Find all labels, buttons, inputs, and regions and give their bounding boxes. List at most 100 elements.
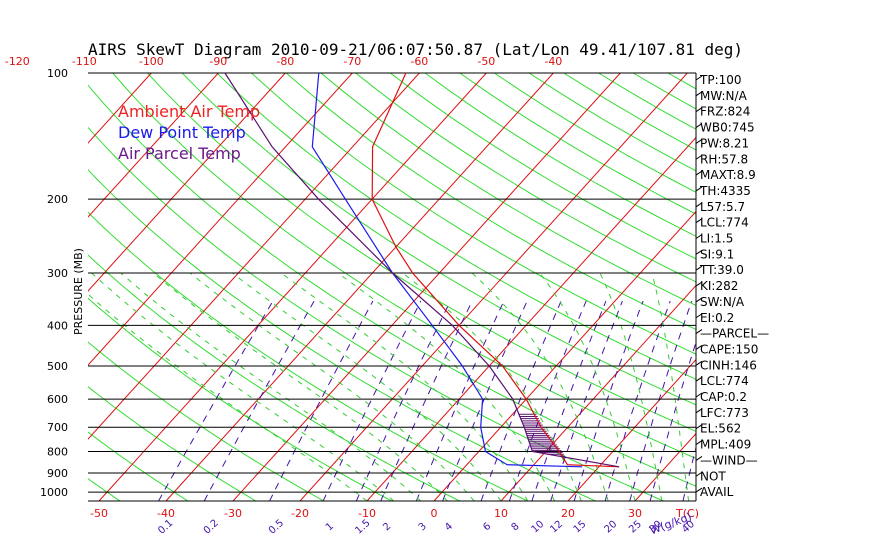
index-tick	[695, 281, 703, 287]
index-value: TH:4335	[699, 184, 751, 198]
dry-adiabat	[88, 211, 528, 501]
dry-adiabat	[112, 73, 696, 459]
dry-adiabat	[459, 73, 696, 215]
legend-item: Ambient Air Temp	[118, 102, 260, 121]
mixing-ratio-label: 0.2	[202, 518, 221, 537]
moist-adiabat	[280, 272, 529, 501]
pressure-label: 600	[47, 393, 68, 406]
bottom-temp-unit-label: T(C)	[675, 507, 699, 520]
moist-adiabat	[471, 272, 609, 501]
index-tick	[695, 313, 703, 319]
index-value: LCL:774	[700, 374, 749, 388]
bottom-temp-tick-label: -10	[358, 507, 376, 520]
dry-adiabat	[251, 73, 696, 355]
bottom-temperature-axis: -50 -40 -30 -20 -10 0 10 20 30 T(C)	[90, 507, 699, 520]
pressure-axis: 100 200 300 400 500 600 700 800 900 1000	[40, 67, 68, 499]
index-value: SW:N/A	[700, 295, 745, 309]
legend: Ambient Air Temp Dew Point Temp Air Parcel…	[118, 102, 260, 163]
index-value: MPL:409	[700, 438, 751, 452]
dry-adiabat	[88, 341, 325, 501]
index-value: LFC:773	[700, 406, 749, 420]
dry-adiabat	[355, 73, 696, 283]
isotherm	[0, 73, 17, 501]
isotherm	[769, 73, 870, 501]
dry-adiabat	[88, 386, 257, 501]
top-temp-tick-label: -90	[209, 55, 227, 68]
index-value: CAPE:150	[700, 342, 758, 356]
top-temp-tick-label: -50	[477, 55, 495, 68]
profile-dew-point-temp	[311, 73, 583, 468]
isotherm	[634, 432, 696, 501]
mixing-ratio-line	[269, 300, 374, 501]
index-value: —PARCEL—	[700, 327, 769, 341]
index-value: WB0:745	[700, 121, 755, 135]
isotherm	[88, 73, 420, 440]
index-value: RH:57.8	[700, 152, 748, 166]
mixing-ratio-lines	[158, 300, 696, 501]
index-value: EL:562	[700, 422, 741, 436]
index-value: SI:9.1	[700, 247, 734, 261]
index-tick	[695, 455, 703, 461]
index-tick	[695, 265, 703, 271]
moist-adiabat	[402, 272, 582, 501]
dry-adiabat	[88, 431, 189, 501]
mixing-ratio-line	[158, 300, 274, 501]
top-temp-tick-label: -110	[72, 55, 97, 68]
top-temp-tick-label: -40	[544, 55, 562, 68]
mixing-ratio-label: 0.5	[267, 518, 286, 537]
mixing-ratio-label: 10	[530, 519, 547, 536]
index-value: PW:8.21	[700, 136, 749, 150]
index-value: LI:1.5	[700, 232, 733, 246]
index-tick	[695, 408, 703, 414]
mixing-ratio-label: 20	[603, 519, 620, 536]
index-tick	[695, 376, 703, 382]
moist-adiabat	[539, 272, 636, 501]
isotherm	[366, 136, 696, 501]
index-value: MAXT:8.9	[700, 168, 756, 182]
pressure-label: 100	[47, 67, 68, 80]
dry-adiabat	[216, 73, 696, 380]
dry-adiabat	[389, 73, 696, 260]
mixing-ratio-label: 0.1	[156, 518, 175, 537]
index-tick	[695, 91, 703, 97]
index-tick	[695, 202, 703, 208]
dry-adiabat	[88, 478, 121, 501]
index-tick	[695, 360, 703, 366]
y-axis-label: PRESSURE (MB)	[72, 248, 85, 335]
index-tick	[695, 424, 703, 430]
index-tick	[695, 297, 703, 303]
index-tick	[695, 123, 703, 128]
moist-adiabat-lines	[88, 272, 690, 501]
pressure-label: 500	[47, 360, 68, 373]
profile-ambient-air-temp	[371, 73, 620, 468]
moist-adiabat	[337, 272, 556, 501]
bottom-temp-tick-label: 10	[494, 507, 508, 520]
top-temperature-axis: -120 -110 -100 -90 -80 -70 -60 -50 -40	[5, 55, 562, 68]
dry-adiabat	[667, 73, 696, 90]
dry-adiabat	[285, 73, 696, 331]
pressure-label: 700	[47, 421, 68, 434]
index-value: CAP:0.2	[700, 390, 747, 404]
mixing-ratio-label: 1.5	[353, 518, 372, 537]
index-tick	[695, 329, 703, 335]
index-value: CINH:146	[700, 358, 757, 372]
dry-adiabat	[0, 73, 52, 501]
isotherm	[232, 73, 621, 501]
mixing-ratio-label: 15	[572, 519, 589, 536]
pressure-label: 200	[47, 193, 68, 206]
bottom-temp-tick-label: -40	[157, 507, 175, 520]
isotherm	[165, 73, 554, 501]
mixing-ratio-label: 1	[324, 521, 336, 533]
moist-adiabat	[152, 272, 448, 501]
mixing-ratio-label: 2	[381, 521, 393, 533]
dry-adiabat	[88, 126, 664, 501]
isotherm	[567, 358, 696, 501]
isotherm	[500, 284, 696, 501]
isotherm-lines	[0, 73, 870, 501]
isotherm	[88, 73, 353, 366]
index-tick	[695, 440, 703, 445]
index-tick	[695, 471, 703, 477]
mixing-ratio-label: 8	[509, 521, 521, 533]
moist-adiabat	[91, 272, 395, 501]
